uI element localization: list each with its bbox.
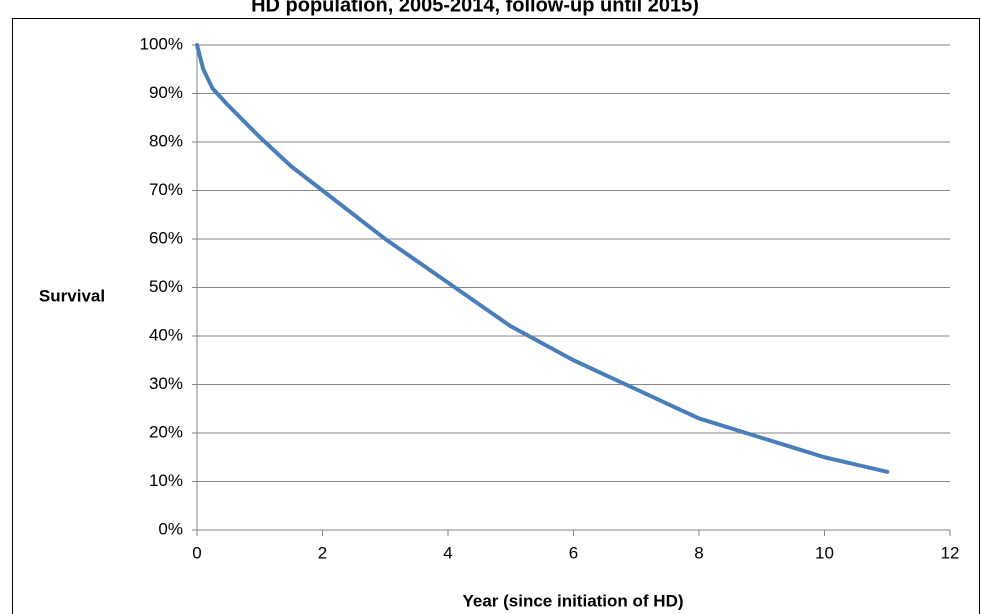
y-tick-label: 100% <box>140 34 183 53</box>
chart-border <box>12 18 980 614</box>
y-tick-label: 80% <box>149 131 183 150</box>
x-tick-label: 8 <box>694 543 703 562</box>
y-tick-label: 60% <box>149 228 183 247</box>
y-tick-label: 50% <box>149 277 183 296</box>
x-tick-label: 6 <box>569 543 578 562</box>
y-tick-label: 40% <box>149 325 183 344</box>
y-tick-label: 30% <box>149 374 183 393</box>
chart-title: HD population, 2005-2014, follow-up unti… <box>251 0 699 16</box>
x-tick-label: 4 <box>443 543 452 562</box>
y-tick-label: 0% <box>158 519 183 538</box>
x-tick-label: 2 <box>318 543 327 562</box>
y-tick-label: 20% <box>149 422 183 441</box>
x-tick-label: 0 <box>192 543 201 562</box>
x-tick-label: 10 <box>815 543 834 562</box>
y-axis-label: Survival <box>39 286 105 305</box>
y-tick-label: 10% <box>149 471 183 490</box>
x-tick-label: 12 <box>941 543 960 562</box>
survival-line <box>195 43 890 474</box>
y-tick-label: 90% <box>149 83 183 102</box>
x-axis-label: Year (since initiation of HD) <box>462 591 683 610</box>
y-tick-label: 70% <box>149 180 183 199</box>
